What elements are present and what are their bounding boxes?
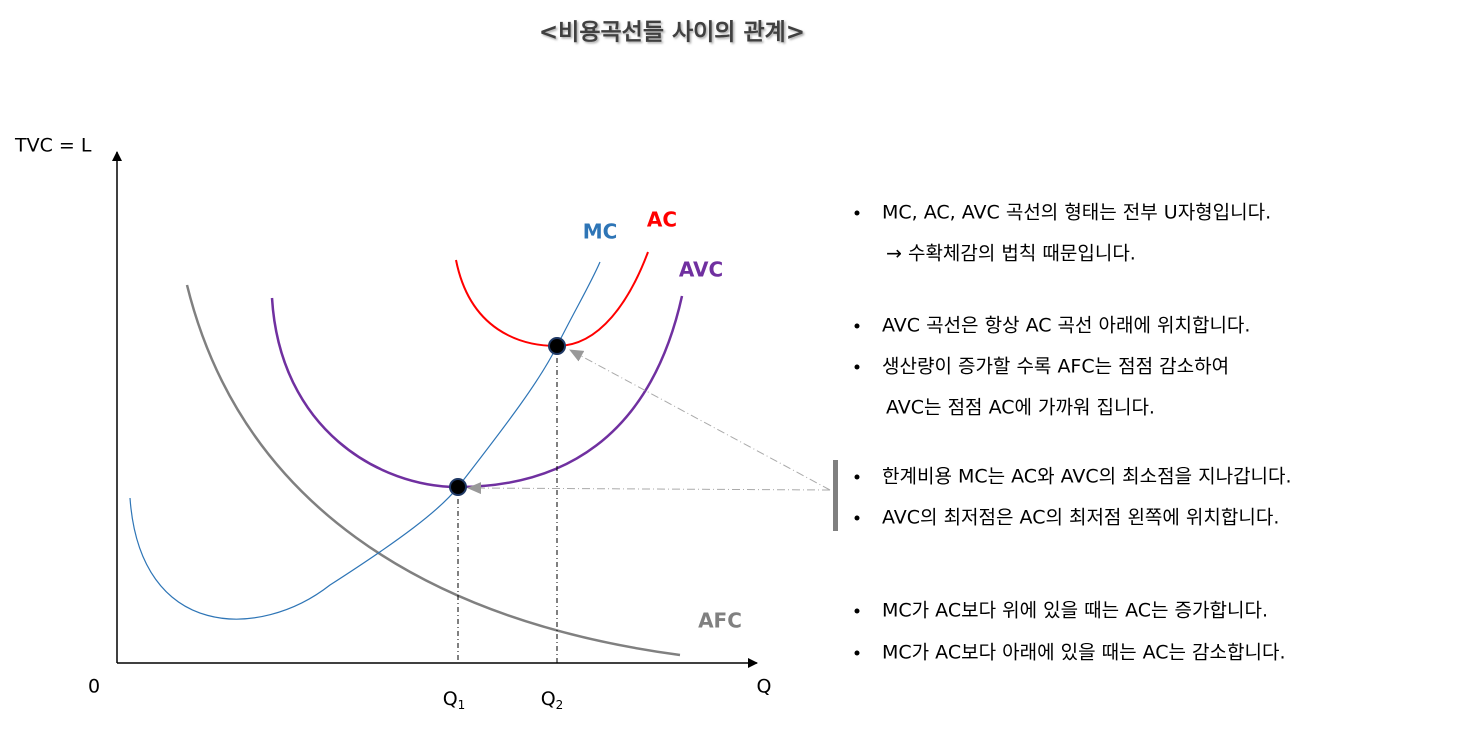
q2-base: Q	[541, 688, 556, 710]
origin-label: 0	[88, 676, 100, 698]
mc-curve	[129, 261, 601, 620]
bullet	[854, 515, 860, 521]
note-text: AVC 곡선은 항상 AC 곡선 아래에 위치합니다.	[882, 315, 1250, 337]
bullet	[854, 323, 860, 329]
bullet	[854, 364, 860, 370]
note-text: 한계비용 MC는 AC와 AVC의 최소점을 지나갑니다.	[882, 466, 1292, 488]
afc-curve	[185, 284, 681, 657]
q2-label: Q2	[541, 688, 564, 712]
y-axis-label: TVC = L	[14, 135, 92, 157]
note-text: MC가 AC보다 아래에 있을 때는 AC는 감소합니다.	[882, 642, 1285, 664]
avc-label: AVC	[679, 258, 723, 282]
bullet	[854, 608, 860, 614]
note-text: MC, AC, AVC 곡선의 형태는 전부 U자형입니다.	[882, 202, 1271, 224]
notes: MC, AC, AVC 곡선의 형태는 전부 U자형입니다. → 수확체감의 법칙…	[854, 202, 1292, 664]
note-text: MC가 AC보다 위에 있을 때는 AC는 증가합니다.	[882, 600, 1268, 622]
afc-label: AFC	[698, 609, 742, 633]
pointer-arrow	[467, 482, 831, 495]
note-text: 생산량이 증가할 수록 AFC는 점점 감소하여	[882, 356, 1229, 378]
bullet	[854, 474, 860, 480]
avc-curve	[270, 295, 684, 489]
q1-sub: 1	[458, 698, 466, 712]
q1-label: Q1	[443, 688, 466, 712]
q1-base: Q	[443, 688, 458, 710]
note-continuation: AVC는 점점 AC에 가까워 집니다.	[886, 397, 1155, 419]
note-continuation: → 수확체감의 법칙 때문입니다.	[886, 243, 1136, 265]
title: <비용곡선들 사이의 관계>	[539, 20, 805, 46]
bullet	[854, 210, 860, 216]
ac-min-point	[548, 337, 566, 355]
bullet	[854, 650, 860, 656]
bracket-bar	[833, 460, 838, 531]
q2-sub: 2	[556, 698, 564, 712]
ac-label: AC	[647, 208, 677, 232]
pointer-arrow	[569, 349, 831, 491]
mc-label: MC	[583, 220, 618, 244]
note-text: AVC의 최저점은 AC의 최저점 왼쪽에 위치합니다.	[882, 507, 1279, 529]
avc-min-point	[449, 478, 467, 496]
x-axis-label: Q	[757, 676, 772, 698]
ac-curve	[455, 251, 649, 348]
